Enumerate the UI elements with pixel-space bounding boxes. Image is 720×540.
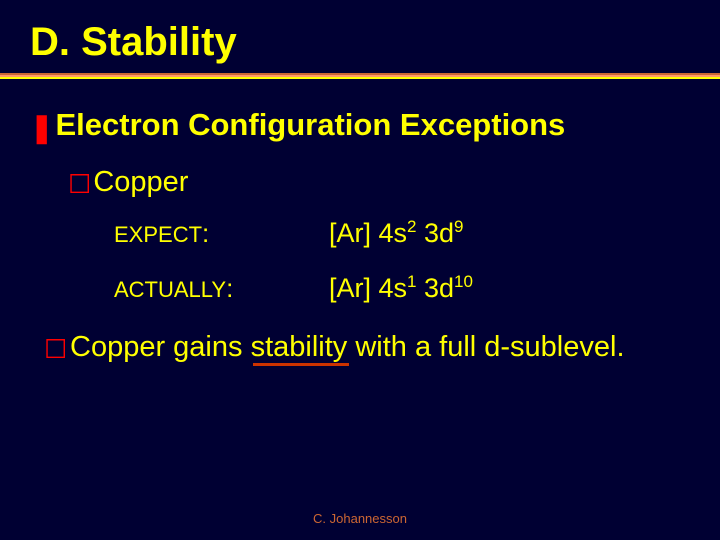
footer-credit: C. Johannesson bbox=[0, 511, 720, 526]
conclusion-line: ☐Copper gains stability with a full d-su… bbox=[68, 328, 690, 367]
config-sup2: 10 bbox=[454, 272, 473, 291]
config-sup1: 1 bbox=[407, 272, 416, 291]
config-label: EXPECT: bbox=[114, 218, 329, 249]
y-bullet-icon: ☐ bbox=[68, 169, 91, 200]
bullet-heading: ❚Electron Configuration Exceptions bbox=[30, 107, 690, 144]
config-sup2: 9 bbox=[454, 217, 463, 236]
config-value: [Ar] 4s1 3d10 bbox=[329, 273, 473, 304]
element-name: Copper bbox=[93, 166, 188, 198]
conclusion-key: stability bbox=[251, 331, 348, 363]
conclusion-post: with a full d-sublevel. bbox=[347, 331, 624, 363]
z-bullet-icon: ❚ bbox=[30, 111, 53, 144]
config-prefix: [Ar] 4s bbox=[329, 218, 407, 248]
title-rule bbox=[0, 73, 720, 79]
config-label-small: EXPECT bbox=[114, 222, 202, 247]
config-sup1: 2 bbox=[407, 217, 416, 236]
slide: D. Stability ❚Electron Configuration Exc… bbox=[0, 0, 720, 540]
config-label-tail: : bbox=[202, 218, 209, 248]
config-mid: 3d bbox=[417, 273, 455, 303]
config-label: ACTUALLY: bbox=[114, 273, 329, 304]
config-label-tail: : bbox=[226, 273, 233, 303]
rule-line bbox=[0, 77, 720, 79]
config-value: [Ar] 4s2 3d9 bbox=[329, 218, 464, 249]
config-row: ACTUALLY: [Ar] 4s1 3d10 bbox=[114, 273, 690, 304]
heading-text: Electron Configuration Exceptions bbox=[55, 107, 565, 142]
config-prefix: [Ar] 4s bbox=[329, 273, 407, 303]
config-mid: 3d bbox=[417, 218, 455, 248]
config-label-small: ACTUALLY bbox=[114, 277, 226, 302]
slide-title: D. Stability bbox=[30, 20, 690, 65]
conclusion-pre: Copper gains bbox=[70, 331, 251, 363]
config-row: EXPECT: [Ar] 4s2 3d9 bbox=[114, 218, 690, 249]
element-line: ☐Copper bbox=[68, 166, 690, 200]
